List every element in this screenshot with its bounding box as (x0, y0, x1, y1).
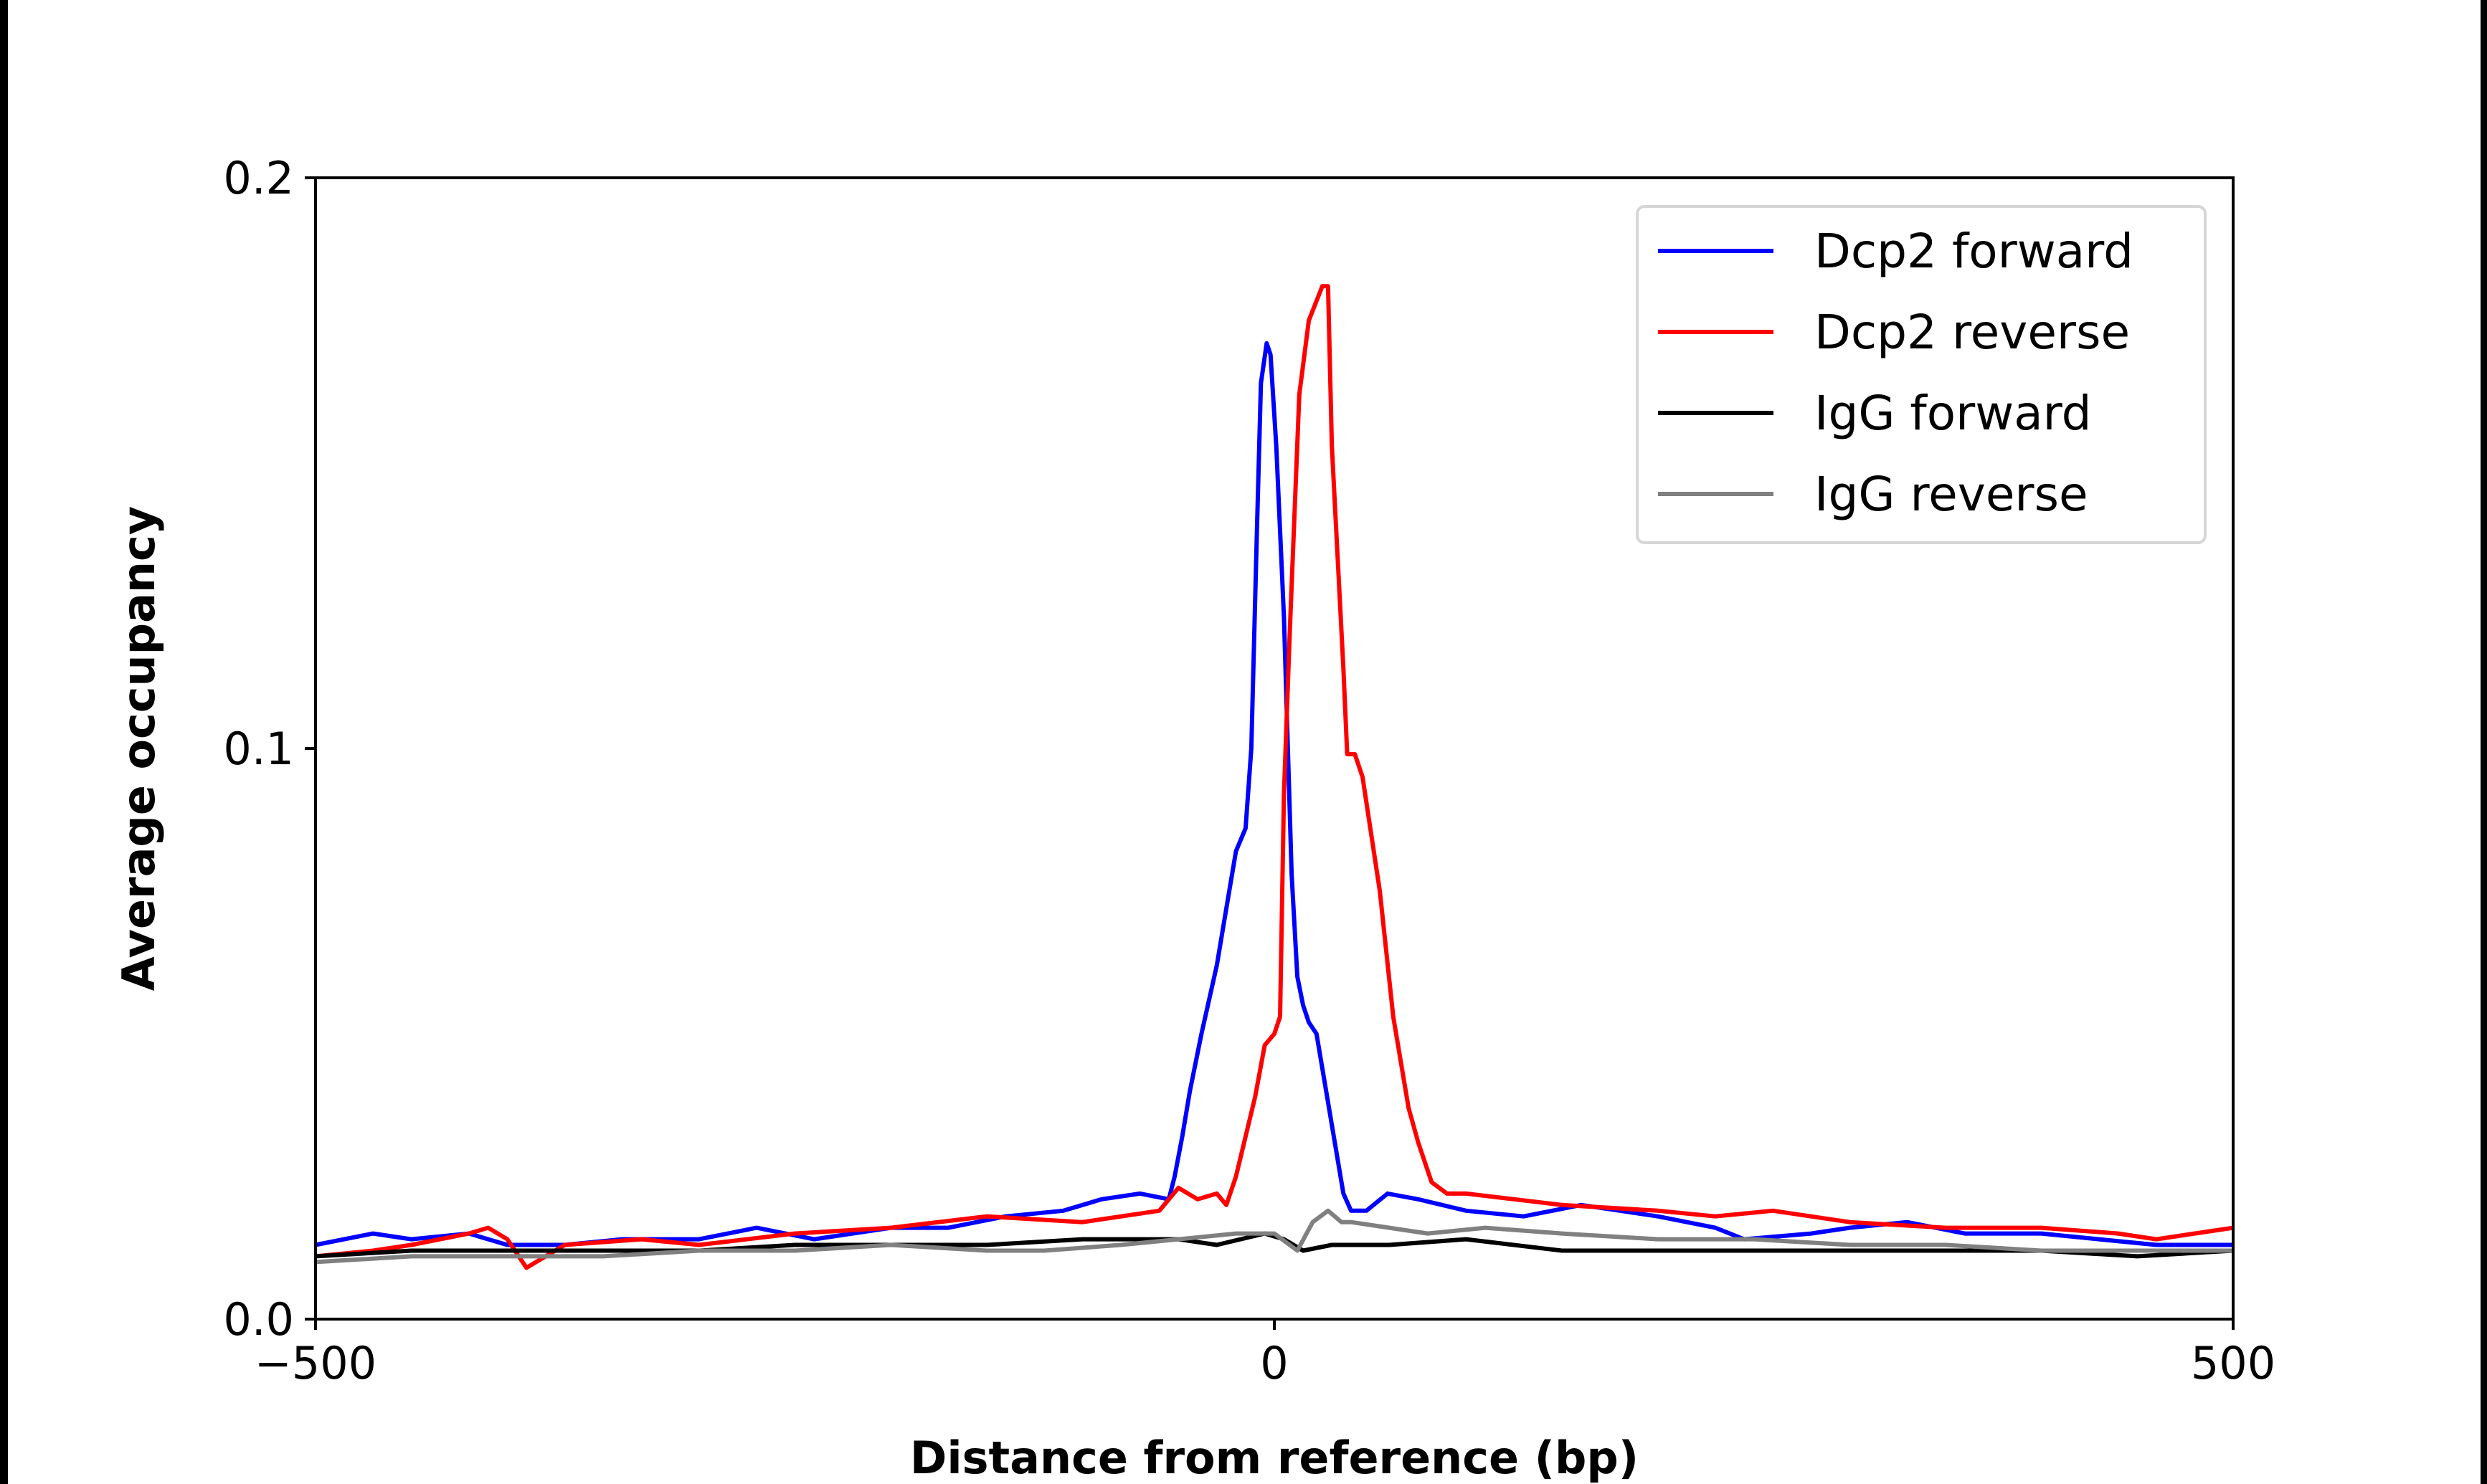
y-tick-label: 0.1 (223, 723, 294, 775)
legend-label: Dcp2 forward (1814, 224, 2133, 279)
legend-box (1636, 205, 2207, 544)
y-tick-label: 0.2 (223, 152, 294, 204)
x-tick-label: 500 (2191, 1337, 2275, 1389)
legend-label: IgG reverse (1814, 467, 2088, 522)
legend: Dcp2 forward Dcp2 reverse IgG forward IgG r… (1636, 205, 2207, 544)
x-axis-label: Distance from reference (bp) (910, 1432, 1639, 1484)
axis-ticks: −500 0 500 0.0 0.1 0.2 (223, 152, 2275, 1389)
series-line-igg-reverse (315, 1208, 2233, 1265)
x-tick-label: −500 (255, 1337, 376, 1389)
x-tick-label: 0 (1260, 1337, 1288, 1389)
series-line-dcp2-reverse (315, 284, 2234, 1270)
y-axis-label: Average occupancy (113, 506, 165, 991)
y-tick-label: 0.0 (223, 1293, 294, 1346)
legend-label: IgG forward (1814, 386, 2092, 441)
legend-label: Dcp2 reverse (1814, 305, 2130, 360)
series-line-dcp2-forward (315, 341, 2233, 1247)
series-lines (315, 284, 2234, 1270)
